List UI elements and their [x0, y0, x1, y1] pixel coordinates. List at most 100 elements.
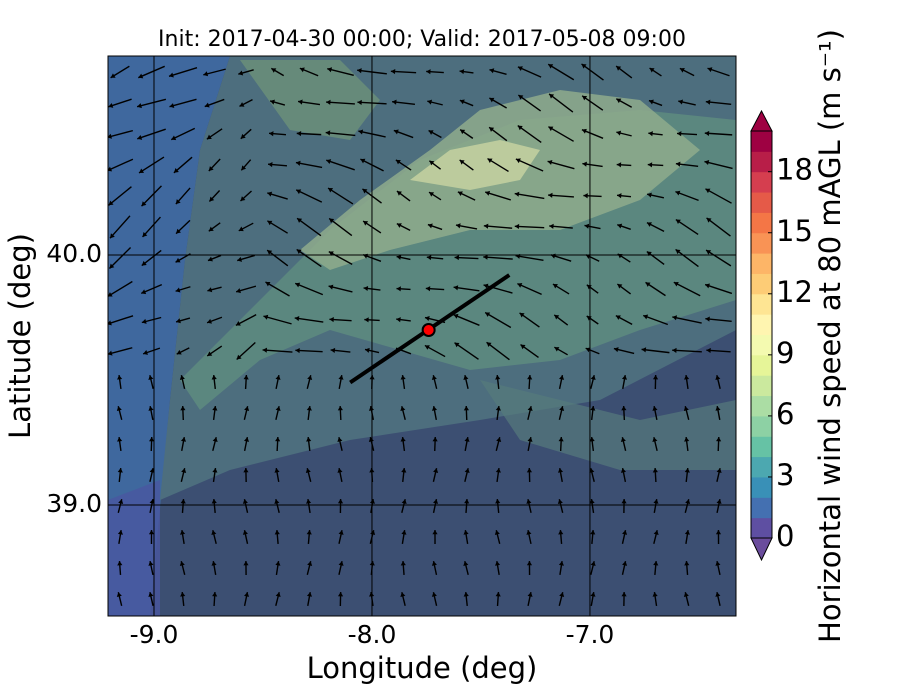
wind-vector-head [148, 592, 154, 597]
wind-vector-head [715, 561, 721, 566]
wind-vector-head [297, 218, 303, 223]
wind-vector-head [400, 437, 406, 442]
overlay [349, 273, 511, 385]
wind-vector-head [485, 190, 491, 196]
wind-vector [136, 98, 167, 108]
wind-vector-head [646, 251, 652, 257]
wind-vector-head [527, 406, 533, 411]
wind-vector-head [426, 69, 431, 75]
wind-vector-head [675, 190, 681, 196]
wind-vector-head [675, 249, 681, 255]
y-axis-label: Latitude (deg) [3, 233, 37, 439]
wind-vector-head [244, 406, 250, 411]
wind-vector-head [176, 228, 181, 234]
wind-vector-head [548, 64, 554, 69]
wind-vector-head [169, 103, 175, 109]
wind-vector-head [590, 561, 596, 566]
wind-vector-head [684, 437, 690, 442]
wind-vector-head [207, 256, 213, 262]
wind-vector-head [581, 128, 587, 134]
wind-vector-head [527, 437, 533, 442]
wind-vector-head [486, 342, 492, 347]
wind-vector-head [400, 561, 406, 566]
wind-vector-head [706, 347, 711, 354]
wind-vector-head [238, 70, 244, 76]
wind-vector-head [517, 66, 523, 71]
colorbar-level [751, 293, 772, 315]
wind-vector-head [275, 561, 281, 566]
wind-vector-head [267, 220, 273, 226]
wind-vector-head [171, 135, 177, 141]
wind-vector-head [590, 530, 596, 535]
wind-vector-head [621, 592, 627, 597]
wind-vector-head [558, 530, 564, 535]
wind-vector-head [489, 127, 495, 132]
wind-vector-head [117, 437, 123, 442]
wind-vector-head [241, 165, 247, 171]
wind-vector-head [558, 437, 564, 442]
wind-vector-head [180, 437, 187, 442]
wind-vector-head [517, 282, 523, 288]
wind-vector-head [641, 347, 647, 353]
wind-vector-head [675, 161, 681, 167]
wind-field-background [108, 56, 736, 616]
wind-vector-head [589, 437, 595, 442]
wind-vector [168, 67, 198, 77]
wind-vector-head [677, 131, 682, 137]
wind-vector [548, 126, 574, 142]
colorbar-level [751, 171, 772, 193]
colorbar-level [751, 131, 772, 152]
wind-vector-head [621, 375, 628, 380]
wind-vector-head [519, 312, 525, 318]
wind-vector-head [175, 199, 181, 205]
wind-vector-head [265, 281, 271, 287]
wind-vector-head [652, 592, 658, 597]
wind-vector-head [110, 233, 115, 239]
wind-vector-head [269, 131, 274, 137]
wind-vector-head [137, 103, 142, 109]
wind-vector-head [328, 251, 334, 256]
wind-vector-head [621, 406, 627, 411]
wind-vector-head [396, 286, 401, 292]
wind-vector-head [704, 130, 710, 136]
wind-vector-head [108, 102, 114, 108]
wind-vector [705, 317, 732, 323]
wind-vector-head [209, 196, 215, 202]
wind-vector [548, 93, 574, 113]
wind-vector-head [463, 561, 469, 566]
wind-vector-head [706, 217, 712, 223]
colorbar-under [750, 537, 773, 562]
wind-vector-head [275, 406, 281, 411]
wind-vector [485, 191, 511, 201]
wind-vector-head [328, 284, 334, 290]
wind-vector-head [652, 437, 658, 442]
wind-vector-head [238, 226, 244, 232]
colorbar-tick-label: 9 [776, 336, 794, 370]
wind-vector-head [424, 316, 430, 322]
wind-vector-head [116, 592, 122, 597]
wind-vector-head [495, 468, 501, 473]
wind-vector-head [586, 316, 592, 321]
wind-vector-head [431, 561, 437, 566]
wind-vector-head [236, 288, 241, 294]
wind-vector-head [370, 530, 376, 535]
wind-vector-head [173, 168, 179, 173]
wind-vector-head [653, 499, 659, 504]
wind-vector-head [117, 530, 123, 535]
x-tick-label: -9.0 [130, 620, 179, 649]
wind-vector-head [243, 561, 249, 566]
wind-vector-head [427, 223, 433, 229]
wind-vector [328, 217, 353, 237]
wind-vector-head [652, 375, 659, 380]
wind-vector-head [515, 158, 521, 164]
wind-vector-head [180, 406, 186, 411]
wind-vector-head [622, 530, 628, 535]
wind-vector-head [643, 314, 649, 320]
wind-vector [704, 160, 733, 170]
wind-vector-head [715, 530, 722, 535]
wind-vector-head [110, 73, 116, 78]
wind-vector-head [212, 468, 218, 473]
x-tick-label: -7.0 [566, 620, 615, 649]
wind-vector-head [622, 561, 628, 566]
wind-vector-head [554, 347, 560, 352]
